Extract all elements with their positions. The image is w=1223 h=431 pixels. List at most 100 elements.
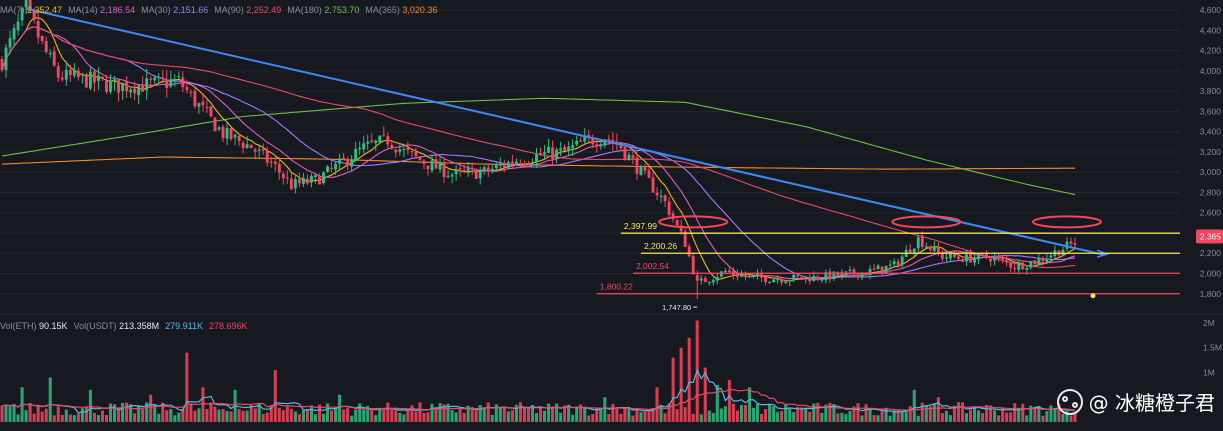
volume-bar <box>675 409 679 422</box>
candle-body <box>808 277 812 282</box>
watermark-text: @ 冰糖橙子君 <box>1088 391 1215 415</box>
candle-body <box>715 277 719 281</box>
volume-bar <box>772 406 776 422</box>
candle-body <box>113 79 116 83</box>
volume-bar <box>213 406 217 422</box>
candle-body <box>197 103 201 107</box>
volume-bar <box>217 409 221 422</box>
volume-bar <box>261 414 265 422</box>
candle-body <box>948 253 952 259</box>
volume-bar <box>981 413 985 422</box>
candle-body <box>217 127 221 130</box>
volume-ma-line <box>1 368 1076 414</box>
volume-bar <box>438 403 442 422</box>
volume-bar <box>872 415 876 422</box>
volume-bar <box>792 412 796 422</box>
volume-bar <box>165 410 169 422</box>
volume-bar <box>0 405 4 422</box>
candle-body <box>844 271 848 273</box>
candle-body <box>543 152 546 155</box>
candle-body <box>707 281 711 283</box>
volume-bar <box>277 407 281 422</box>
volume-bar <box>48 377 52 422</box>
candle-body <box>816 276 820 280</box>
volume-bar <box>864 404 868 422</box>
volume-bar <box>824 404 828 422</box>
candle-body <box>527 163 530 165</box>
volume-bar <box>108 403 113 422</box>
ma-legend-value: 2,186.54 <box>100 5 136 15</box>
volume-bar <box>121 402 125 422</box>
candle-body <box>663 195 667 202</box>
candle-body <box>776 279 780 281</box>
volume-bar <box>149 394 153 422</box>
volume-bar <box>338 394 342 422</box>
candle-body <box>989 258 993 262</box>
volume-bar <box>366 405 370 422</box>
volume-bar <box>506 411 510 422</box>
volume-bar <box>1065 411 1069 422</box>
candle-body <box>752 275 755 277</box>
volume-bar <box>977 410 981 422</box>
volume-bar <box>1005 412 1009 422</box>
volume-bar <box>551 406 555 422</box>
candle-body <box>16 21 20 31</box>
candle-body <box>257 149 261 151</box>
candle-body <box>48 53 52 55</box>
candle-body <box>539 152 542 155</box>
watermark: @ 冰糖橙子君 <box>1056 387 1215 416</box>
candle-body <box>117 79 120 93</box>
volume-tick-label: 1.5M <box>1203 343 1222 353</box>
volume-bar <box>486 402 490 422</box>
candle-body <box>342 157 346 160</box>
candle-body <box>667 201 671 215</box>
volume-bar <box>442 404 446 422</box>
candle-body <box>338 158 342 164</box>
volume-bar <box>1025 415 1029 422</box>
volume-bar <box>663 413 667 422</box>
candle-body <box>961 259 964 262</box>
volume-bar <box>1049 405 1053 422</box>
candle-body <box>760 273 763 278</box>
volume-bar <box>944 410 948 422</box>
volume-bar <box>113 404 117 422</box>
candle-body <box>804 276 808 279</box>
volume-bar <box>117 408 121 422</box>
volume-tick-label: 2M <box>1203 318 1215 328</box>
candle-body <box>1025 267 1029 270</box>
volume-bar <box>964 413 969 422</box>
volume-bar <box>201 387 205 422</box>
volume-bar <box>968 409 973 422</box>
candle-body <box>233 134 237 138</box>
volume-bar <box>880 409 884 422</box>
volume-bar <box>466 405 470 422</box>
volume-bar <box>844 414 848 422</box>
volume-bar <box>474 410 478 422</box>
candle-body <box>52 51 56 66</box>
candle-body <box>97 75 100 81</box>
volume-bar <box>912 389 916 422</box>
volume-bar <box>129 404 133 422</box>
volume-bar <box>297 414 301 422</box>
candle-body <box>406 147 410 151</box>
volume-bar <box>141 408 145 422</box>
candle-body <box>936 247 940 253</box>
candle-body <box>362 143 366 150</box>
candle-body <box>141 84 145 92</box>
volume-bar <box>490 414 494 422</box>
candle-body <box>993 257 997 261</box>
volume-bar <box>76 413 80 422</box>
volume-bar <box>273 370 277 422</box>
volume-bar <box>305 409 309 422</box>
candle-body <box>378 135 382 143</box>
candle-body <box>1021 262 1025 270</box>
candle-body <box>703 278 707 283</box>
ma-line <box>1 26 1076 280</box>
volume-bar <box>1057 403 1061 422</box>
alert-dot-icon <box>1090 293 1096 299</box>
candle-body <box>386 136 390 145</box>
volume-bar <box>1045 411 1049 422</box>
candle-body <box>723 271 727 273</box>
